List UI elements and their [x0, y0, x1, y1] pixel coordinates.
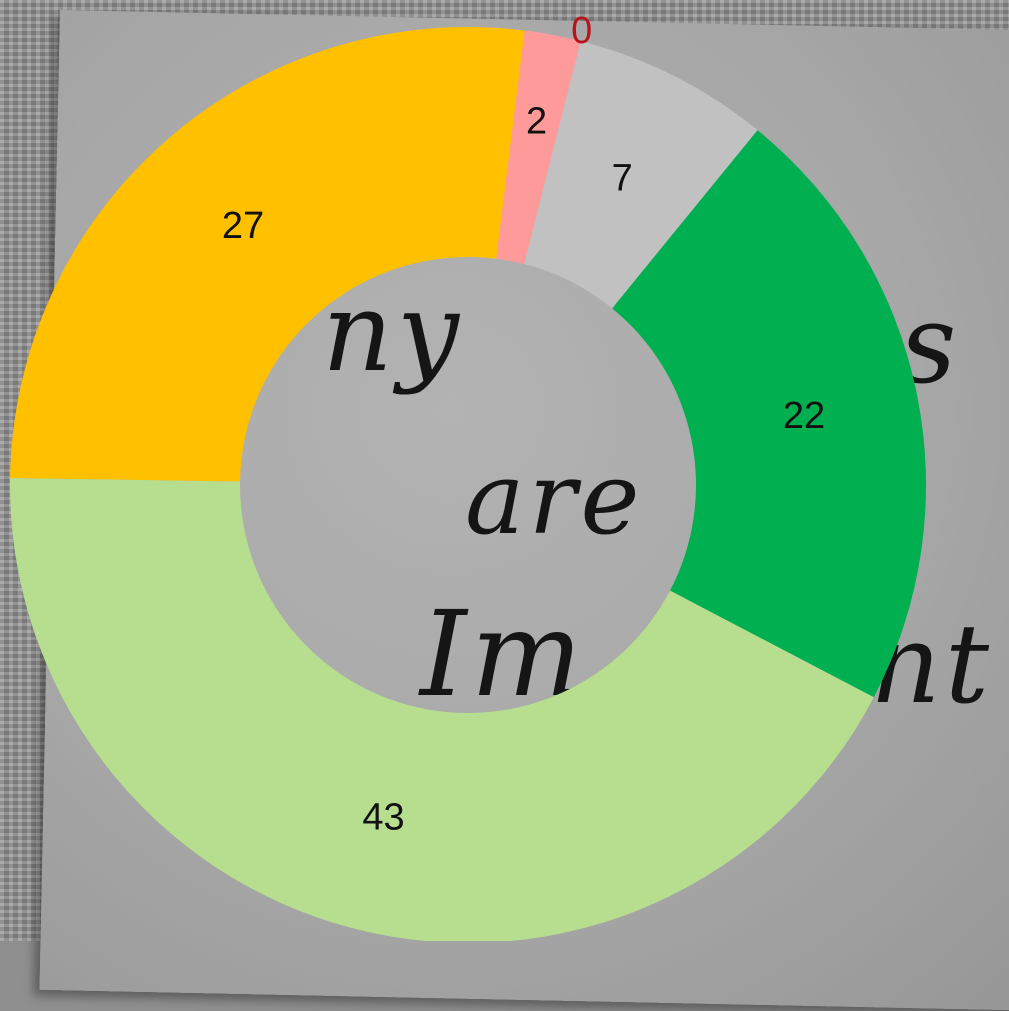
donut-labels: 22 43 27 2 0 7	[222, 10, 825, 838]
donut-slice-22	[612, 130, 926, 698]
donut-slice-27	[10, 27, 525, 482]
donut-slice-2	[496, 30, 581, 265]
donut-slice-43	[10, 477, 874, 941]
data-label-22: 22	[783, 395, 825, 437]
donut-chart: 22 43 27 2 0 7	[10, 10, 926, 941]
data-label-2: 2	[526, 100, 547, 142]
donut-slices	[10, 27, 926, 941]
data-label-7: 7	[612, 158, 633, 200]
data-label-27: 27	[222, 205, 264, 247]
data-label-43: 43	[362, 796, 404, 838]
handwritten-word-2: are	[465, 440, 644, 557]
data-label-0: 0	[571, 10, 592, 52]
donut-slice-7	[524, 41, 758, 309]
